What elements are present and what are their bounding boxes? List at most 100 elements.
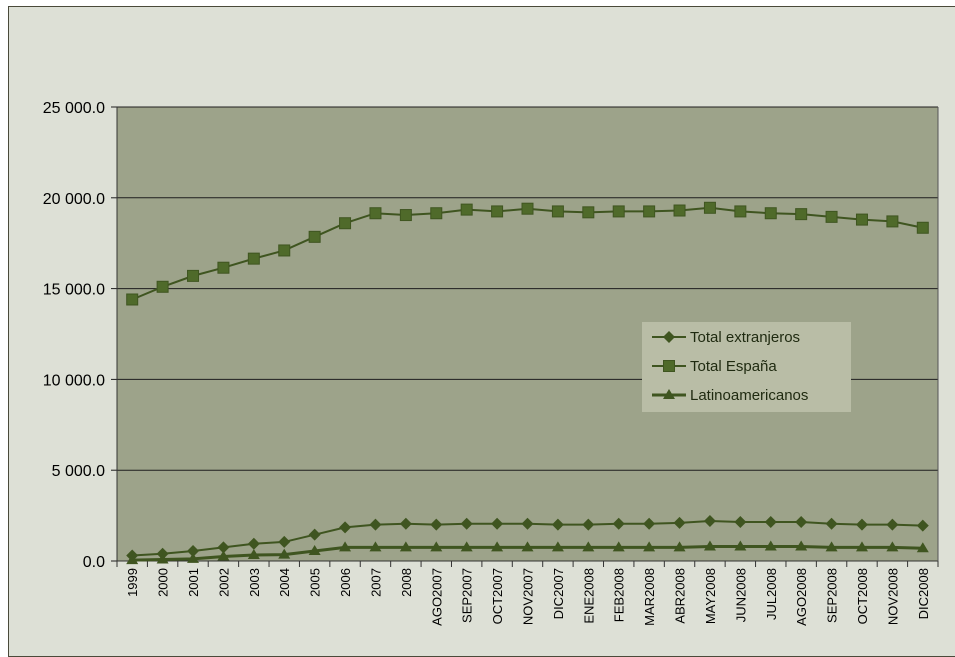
y-tick-label: 25 000.0 <box>43 100 105 117</box>
data-point <box>855 213 868 226</box>
legend-marker <box>663 389 675 399</box>
data-point <box>156 280 169 293</box>
data-point <box>156 553 169 564</box>
data-point <box>612 517 625 530</box>
series-total-extranjeros <box>126 515 929 562</box>
data-point <box>339 217 352 230</box>
data-point <box>855 541 868 552</box>
data-point <box>734 205 747 218</box>
data-point <box>126 293 139 306</box>
data-point <box>430 518 443 531</box>
data-point <box>247 537 260 550</box>
data-point <box>673 204 686 217</box>
x-tick-label: 2005 <box>308 568 323 597</box>
data-point <box>491 541 504 552</box>
data-point <box>612 541 625 552</box>
legend-label: Total España <box>690 358 777 375</box>
data-point <box>460 517 473 530</box>
x-tick-label: 2004 <box>277 568 292 597</box>
data-point <box>734 540 747 551</box>
data-point <box>399 517 412 530</box>
data-point <box>278 535 291 548</box>
data-point <box>825 210 838 223</box>
data-point <box>764 515 777 528</box>
data-point <box>430 207 443 220</box>
x-tick-label: MAY2008 <box>703 568 718 624</box>
legend-label: Latinoamericanos <box>690 387 808 404</box>
data-point <box>916 519 929 532</box>
y-tick-label: 20 000.0 <box>43 191 105 208</box>
data-point <box>430 541 443 552</box>
x-tick-label: 2002 <box>216 568 231 597</box>
data-point <box>734 515 747 528</box>
x-tick-label: 2000 <box>156 568 171 597</box>
data-point <box>308 528 321 541</box>
data-point <box>886 518 899 531</box>
x-tick-label: AGO2007 <box>429 568 444 626</box>
data-point <box>369 518 382 531</box>
data-point <box>916 221 929 234</box>
data-point <box>217 550 230 561</box>
data-point <box>855 518 868 531</box>
data-point <box>703 201 716 214</box>
data-point <box>399 541 412 552</box>
data-point <box>369 541 382 552</box>
x-tick-label: ABR2008 <box>673 568 688 624</box>
y-tick-label: 15 000.0 <box>43 282 105 299</box>
x-tick-label: JUL2008 <box>764 568 779 620</box>
x-tick-label: 2001 <box>186 568 201 597</box>
legend: Total extranjeros Total España Latinoameri… <box>642 322 851 412</box>
data-point <box>886 541 899 552</box>
data-point <box>582 518 595 531</box>
x-tick-label: NOV2008 <box>885 568 900 625</box>
data-point <box>187 545 200 558</box>
data-point <box>703 540 716 551</box>
y-tick-label: 5 000.0 <box>52 463 105 480</box>
y-tick-label: 0.0 <box>83 554 105 571</box>
data-point <box>308 545 321 556</box>
data-point <box>126 554 139 565</box>
series-latinoamericanos <box>126 540 929 565</box>
data-point <box>491 517 504 530</box>
x-tick-label: DIC2008 <box>916 568 931 619</box>
x-tick-label: OCT2008 <box>855 568 870 624</box>
data-point <box>491 205 504 218</box>
x-tick-label: SEP2008 <box>825 568 840 623</box>
data-point <box>795 515 808 528</box>
data-point <box>551 518 564 531</box>
data-point <box>339 541 352 552</box>
data-point <box>551 205 564 218</box>
data-point <box>582 541 595 552</box>
x-tick-label: ENE2008 <box>581 568 596 624</box>
data-point <box>399 209 412 222</box>
data-point <box>369 207 382 220</box>
x-tick-label: AGO2008 <box>794 568 809 626</box>
data-point <box>795 208 808 221</box>
data-point <box>187 552 200 563</box>
data-point <box>521 517 534 530</box>
x-tick-label: 1999 <box>125 568 140 597</box>
legend-marker <box>663 360 675 372</box>
x-tick-label: OCT2007 <box>490 568 505 624</box>
y-tick-label: 10 000.0 <box>43 372 105 389</box>
data-point <box>825 517 838 530</box>
series-total-espa-a <box>126 201 929 306</box>
data-point <box>643 205 656 218</box>
data-point <box>278 244 291 257</box>
x-tick-label: MAR2008 <box>642 568 657 626</box>
x-tick-label: FEB2008 <box>612 568 627 622</box>
x-tick-label: DIC2007 <box>551 568 566 619</box>
x-tick-label: SEP2007 <box>460 568 475 623</box>
data-point <box>612 205 625 218</box>
data-point <box>217 541 230 554</box>
x-tick-label: 2006 <box>338 568 353 597</box>
x-tick-label: 2007 <box>368 568 383 597</box>
data-point <box>247 549 260 560</box>
data-point <box>521 202 534 215</box>
x-tick-label: 2003 <box>247 568 262 597</box>
data-point <box>673 516 686 529</box>
x-tick-label: JUN2008 <box>733 568 748 622</box>
data-point <box>643 541 656 552</box>
data-point <box>247 252 260 265</box>
